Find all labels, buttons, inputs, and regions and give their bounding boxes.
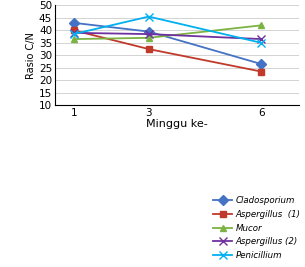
- Aspergillus  (1): [147, 48, 151, 51]
- Cladosporium: [147, 30, 151, 33]
- Aspergillus  (1): [72, 29, 76, 32]
- Mucor: [72, 37, 76, 41]
- Cladosporium: [260, 62, 263, 66]
- Penicillium: [147, 15, 151, 18]
- Aspergillus (2): [72, 31, 76, 34]
- Aspergillus (2): [260, 37, 263, 41]
- Y-axis label: Rasio C/N: Rasio C/N: [26, 32, 36, 79]
- Mucor: [260, 24, 263, 27]
- X-axis label: Minggu ke-: Minggu ke-: [146, 119, 208, 129]
- Cladosporium: [72, 21, 76, 25]
- Line: Aspergillus (2): Aspergillus (2): [70, 29, 266, 43]
- Penicillium: [260, 41, 263, 44]
- Line: Aspergillus  (1): Aspergillus (1): [70, 27, 265, 75]
- Penicillium: [72, 33, 76, 36]
- Line: Cladosporium: Cladosporium: [70, 19, 265, 68]
- Line: Penicillium: Penicillium: [70, 13, 266, 47]
- Aspergillus (2): [147, 33, 151, 36]
- Line: Mucor: Mucor: [70, 22, 265, 42]
- Aspergillus  (1): [260, 70, 263, 73]
- Legend: Cladosporium, Aspergillus  (1), Mucor, Aspergillus (2), Penicillium: Cladosporium, Aspergillus (1), Mucor, As…: [213, 196, 301, 260]
- Mucor: [147, 36, 151, 40]
